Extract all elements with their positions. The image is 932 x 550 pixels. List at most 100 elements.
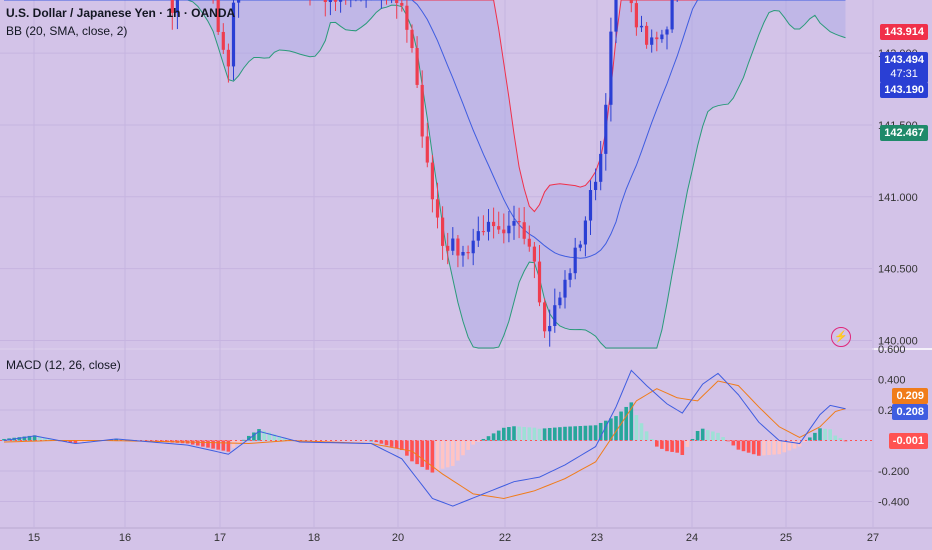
histogram-bar <box>787 440 792 451</box>
candle-body <box>660 34 664 40</box>
histogram-bar <box>598 422 603 441</box>
histogram-bar <box>476 440 481 442</box>
candle-body <box>400 2 404 6</box>
candle-body <box>645 25 649 45</box>
candle-body <box>435 199 440 218</box>
candle-body <box>216 0 220 32</box>
histogram-bar <box>649 438 654 441</box>
candle-body <box>466 251 470 254</box>
candle-body <box>527 238 531 247</box>
histogram-bar <box>695 430 700 441</box>
candle-body <box>573 247 577 274</box>
histogram-bar <box>226 440 231 452</box>
histogram-bar <box>236 440 241 444</box>
histogram-bar <box>389 440 394 447</box>
histogram-bar <box>287 439 292 441</box>
histogram-bar <box>216 440 220 450</box>
candle-body <box>323 0 327 3</box>
histogram-bar <box>604 420 608 441</box>
histogram-bar <box>247 435 251 441</box>
histogram-bar <box>563 426 567 441</box>
histogram-bar <box>415 440 419 465</box>
histogram-bar <box>700 428 705 441</box>
candle-body <box>614 0 618 32</box>
histogram-bar <box>461 440 465 456</box>
candle-body <box>537 261 542 303</box>
histogram-bar <box>746 440 751 453</box>
candle-body <box>415 48 419 85</box>
histogram-value-label: -0.001 <box>888 433 928 449</box>
histogram-bar <box>527 427 532 441</box>
histogram-bar <box>37 436 42 441</box>
candle-body <box>629 0 633 4</box>
bb-lower-line <box>4 0 846 349</box>
histogram-bar <box>828 429 832 441</box>
candle-body <box>634 3 638 28</box>
histogram-bar <box>435 440 440 471</box>
bb-fill <box>4 0 846 348</box>
histogram-bar <box>553 427 557 441</box>
candle-body <box>492 221 496 227</box>
histogram-bar <box>711 431 715 441</box>
candle-body <box>522 222 526 239</box>
lightning-icon[interactable]: ⚡ <box>831 327 851 347</box>
histogram-bar <box>547 427 552 441</box>
candle-body <box>339 0 343 2</box>
histogram-bar <box>277 435 282 441</box>
histogram-bar <box>73 440 78 444</box>
candle-body <box>568 273 572 280</box>
histogram-bar <box>731 440 736 446</box>
histogram-bar <box>726 440 730 442</box>
histogram-bar <box>405 440 409 456</box>
histogram-bar <box>568 426 572 441</box>
candle-body <box>446 245 450 251</box>
histogram-bar <box>252 432 256 441</box>
candle-body <box>476 231 480 241</box>
histogram-bar <box>211 440 215 449</box>
candle-body <box>425 136 429 163</box>
histogram-bar <box>675 440 679 453</box>
histogram-bar <box>644 431 649 441</box>
histogram-bar <box>736 440 741 450</box>
histogram-bar <box>532 427 537 441</box>
histogram-bar <box>614 416 618 441</box>
candle-body <box>594 181 598 191</box>
histogram-bar <box>573 426 577 441</box>
price-tick-label: 140.000 <box>878 336 918 348</box>
time-tick-label: 18 <box>308 532 320 544</box>
histogram-bar <box>471 440 475 445</box>
candle-body <box>430 162 434 200</box>
candle-body <box>507 225 511 234</box>
candlesticks <box>170 0 678 347</box>
basis-price-label: 143.190 <box>880 82 928 98</box>
histogram-bar <box>2 438 6 441</box>
histogram-bar <box>425 440 430 470</box>
histogram-bar <box>762 440 766 456</box>
bar-countdown: 47:31 <box>890 68 918 80</box>
histogram-bar <box>624 406 628 441</box>
histogram-bar <box>751 440 756 455</box>
candle-body <box>420 84 424 137</box>
histogram-bar <box>690 438 695 441</box>
histogram-bar <box>542 428 547 441</box>
lower-band-price-label: 142.467 <box>880 125 928 141</box>
histogram-bar <box>578 426 583 441</box>
histogram-bar <box>680 440 685 455</box>
chart-title: U.S. Dollar / Japanese Yen · 1h · OANDA <box>6 6 236 20</box>
candle-body <box>583 220 587 245</box>
histogram-bar <box>813 432 817 441</box>
candle-body <box>333 0 338 2</box>
histogram-bar <box>655 440 659 447</box>
histogram-bar <box>772 440 776 455</box>
histogram-bar <box>262 430 266 441</box>
histogram-bar <box>741 440 746 452</box>
histogram-bar <box>609 418 613 441</box>
histogram-bar <box>706 430 710 441</box>
candle-body <box>609 31 613 105</box>
histogram-bar <box>384 440 389 446</box>
histogram-bar <box>196 440 200 446</box>
histogram-bar <box>272 434 277 441</box>
histogram-bar <box>670 440 674 452</box>
candle-body <box>543 302 547 332</box>
